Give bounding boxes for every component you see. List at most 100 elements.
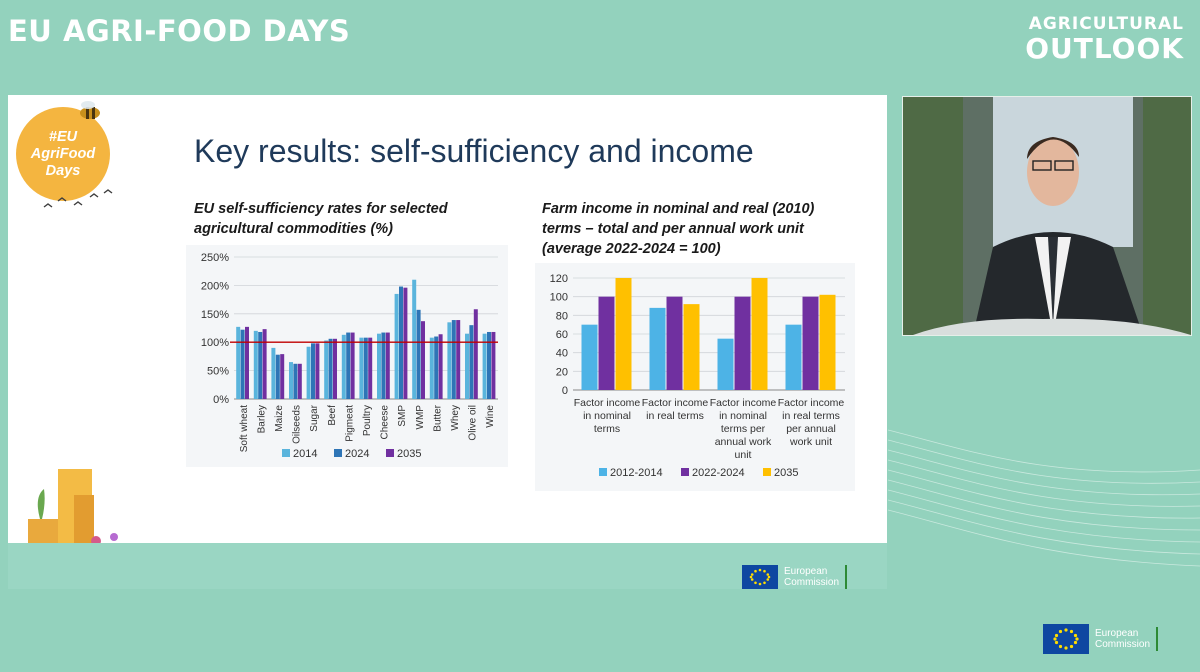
x-tick-label: Factor income in real terms per annual work…	[778, 397, 845, 448]
bar-2014-6	[341, 334, 346, 399]
bar-2022-2024-2	[734, 296, 751, 390]
bar-2024-8	[381, 332, 386, 399]
speaker-video-frame	[902, 96, 1192, 336]
bar-2035-8	[385, 332, 390, 399]
legend-swatch-2022-2024	[681, 468, 689, 476]
bar-2014-14	[482, 333, 487, 399]
bar-2035-11	[438, 334, 443, 399]
y-tick-label: 0	[562, 385, 568, 397]
legend-swatch-2014	[282, 449, 290, 457]
bar-2014-0	[236, 326, 241, 399]
bar-2035-1	[262, 329, 267, 399]
badge-line3: Days	[45, 162, 81, 179]
slide-title: Key results: self-sufficiency and income	[194, 133, 754, 169]
bar-2014-8	[377, 333, 381, 399]
x-tick-label: Pigmeat	[344, 405, 355, 442]
bar-2035-2	[280, 354, 285, 399]
bar-2024-6	[346, 332, 351, 399]
bar-2035-6	[350, 332, 355, 399]
ec-logo-text: European Commission	[784, 566, 839, 588]
bar-2035-9	[403, 287, 408, 399]
bar-2012-2014-0	[581, 324, 598, 390]
bar-2024-4	[311, 343, 315, 399]
presentation-slide: #EU AgriFood Days Key results: self-suff…	[8, 95, 887, 589]
x-tick-label: Factor income in nominal terms	[574, 397, 641, 435]
bar-2035-13	[473, 309, 478, 399]
bar-2012-2014-2	[717, 338, 734, 390]
slide-ec-logo: European Commission	[742, 565, 848, 589]
bar-2014-3	[289, 362, 293, 399]
x-tick-label: Wine	[485, 405, 496, 428]
agricultural-outlook-logo: AGRICULTURAL OUTLOOK	[1025, 14, 1184, 64]
x-tick-label: Cheese	[380, 405, 391, 440]
y-tick-label: 150%	[201, 309, 229, 321]
x-tick-label: Barley	[256, 405, 267, 433]
bar-2014-2	[271, 347, 276, 399]
bar-2014-5	[324, 340, 329, 399]
bar-2024-3	[293, 363, 298, 399]
bar-2024-10	[416, 309, 421, 399]
bar-2012-2014-1	[649, 307, 666, 390]
y-tick-label: 50%	[207, 366, 229, 378]
x-tick-label: WMP	[415, 405, 426, 430]
bar-2024-5	[328, 338, 333, 399]
chart1-title: EU self-sufficiency rates for selected a…	[194, 201, 448, 237]
bar-2022-2024-0	[598, 296, 615, 390]
bar-2022-2024-1	[666, 296, 683, 390]
bar-2024-7	[363, 337, 368, 399]
bar-2024-14	[487, 331, 491, 399]
chart2-title: Farm income in nominal and real (2010) t…	[542, 201, 815, 257]
x-tick-label: Whey	[450, 405, 461, 431]
footer-eu-flag-icon	[1043, 624, 1089, 654]
legend-label-2035: 2035	[397, 448, 421, 460]
footer-ec-logo: European Commission	[1043, 624, 1159, 654]
footer-ec-logo-bar	[1156, 627, 1159, 651]
ec-logo-line1: European	[784, 566, 828, 577]
legend-swatch-2035	[763, 468, 771, 476]
y-tick-label: 200%	[201, 280, 229, 292]
legend-swatch-2024	[334, 449, 342, 457]
bar-2035-3	[819, 294, 836, 390]
legend-label-2014: 2014	[293, 448, 317, 460]
x-tick-label: Butter	[432, 404, 443, 431]
bar-2035-1	[683, 304, 700, 390]
bar-2014-9	[394, 293, 399, 399]
bar-2035-0	[245, 326, 249, 399]
bar-2024-2	[275, 354, 280, 399]
bar-2024-12	[451, 320, 456, 399]
speaker-illustration	[903, 97, 1191, 335]
ec-logo-bar	[845, 565, 848, 589]
x-tick-label: Sugar	[309, 404, 320, 431]
bar-2024-1	[258, 331, 263, 399]
x-tick-label: Beef	[327, 405, 338, 426]
legend-swatch-2035	[386, 449, 394, 457]
bar-2014-13	[465, 333, 469, 399]
x-tick-label: Oilseeds	[292, 405, 303, 444]
bar-2035-3	[297, 363, 302, 399]
bar-2035-4	[315, 343, 320, 399]
legend-swatch-2012-2014	[599, 468, 607, 476]
legend-label-2035: 2035	[774, 467, 798, 479]
legend-label-2024: 2024	[345, 448, 369, 460]
bar-2014-11	[429, 337, 434, 399]
event-title: EU AGRI-FOOD DAYS	[8, 14, 351, 48]
badge-line2: AgriFood	[30, 145, 96, 162]
badge-line1: #EU	[48, 128, 78, 145]
farm-income-chart-svg: 0 20 40 60 80 100 120 Factor income in nominal te…	[550, 273, 845, 479]
binary-wave-decoration	[888, 429, 1200, 567]
bar-2014-12	[447, 322, 452, 399]
y-tick-label: 80	[556, 310, 568, 322]
bar-2014-10	[412, 279, 417, 399]
agrifood-days-badge: #EU AgriFood Days	[16, 107, 110, 201]
x-tick-label: Soft wheat	[239, 405, 250, 452]
bar-2035-2	[751, 278, 768, 390]
bar-2014-4	[306, 346, 311, 399]
x-tick-label: Poultry	[362, 405, 373, 436]
bar-2035-10	[421, 321, 425, 399]
bar-2014-7	[359, 337, 364, 399]
bar-2012-2014-3	[785, 324, 802, 390]
outlook-logo-line2: OUTLOOK	[1025, 32, 1184, 65]
birds-icon	[43, 189, 113, 208]
y-tick-label: 60	[556, 329, 568, 341]
bar-2035-14	[491, 331, 496, 399]
